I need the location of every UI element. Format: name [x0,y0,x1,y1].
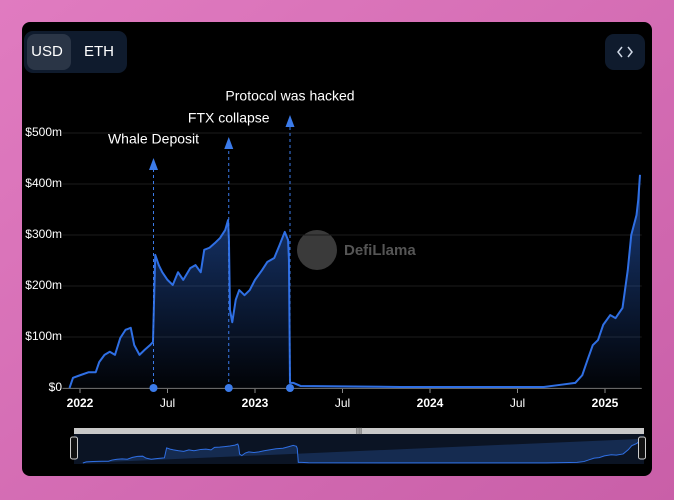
annotation-arrow [149,158,158,170]
annotation-label: FTX collapse [188,110,270,126]
annotation-label: Whale Deposit [108,131,199,147]
watermark: DefiLlama [297,230,416,270]
brush-grip: ||| [356,426,362,435]
brush-handle[interactable] [70,436,78,460]
x-tick-label: 2022 [67,396,94,410]
y-tick-label: $200m [25,278,62,292]
watermark-text: DefiLlama [344,242,416,259]
y-tick-label: $400m [25,176,62,190]
watermark-logo [297,230,337,270]
y-tick-label: $500m [25,125,62,139]
y-tick-label: $300m [25,227,62,241]
x-tick-label: 2025 [592,396,619,410]
area [69,174,640,388]
code-icon [617,46,633,58]
annotation-dot [286,384,294,392]
currency-option[interactable]: ETH [84,43,114,60]
currency-option[interactable]: USD [31,43,63,60]
y-tick-label: $100m [25,329,62,343]
x-tick-label: 2024 [417,396,444,410]
line [68,174,641,389]
annotation-dot [224,384,233,392]
annotation-arrow [224,137,234,149]
brush-bar[interactable] [74,428,644,434]
navigator-line [82,438,641,464]
selected-pill [27,34,71,70]
annotation-arrow [285,115,295,127]
annotation-label: Protocol was hacked [225,88,354,104]
x-tick-label: Jul [335,396,350,410]
y-tick-label: $0 [49,380,63,394]
annotation-dot [149,384,158,392]
x-tick-label: 2023 [242,396,269,410]
brush-handle[interactable] [638,436,646,460]
x-tick-label: Jul [160,396,175,410]
embed-button[interactable] [605,34,645,70]
x-tick-label: Jul [510,396,525,410]
